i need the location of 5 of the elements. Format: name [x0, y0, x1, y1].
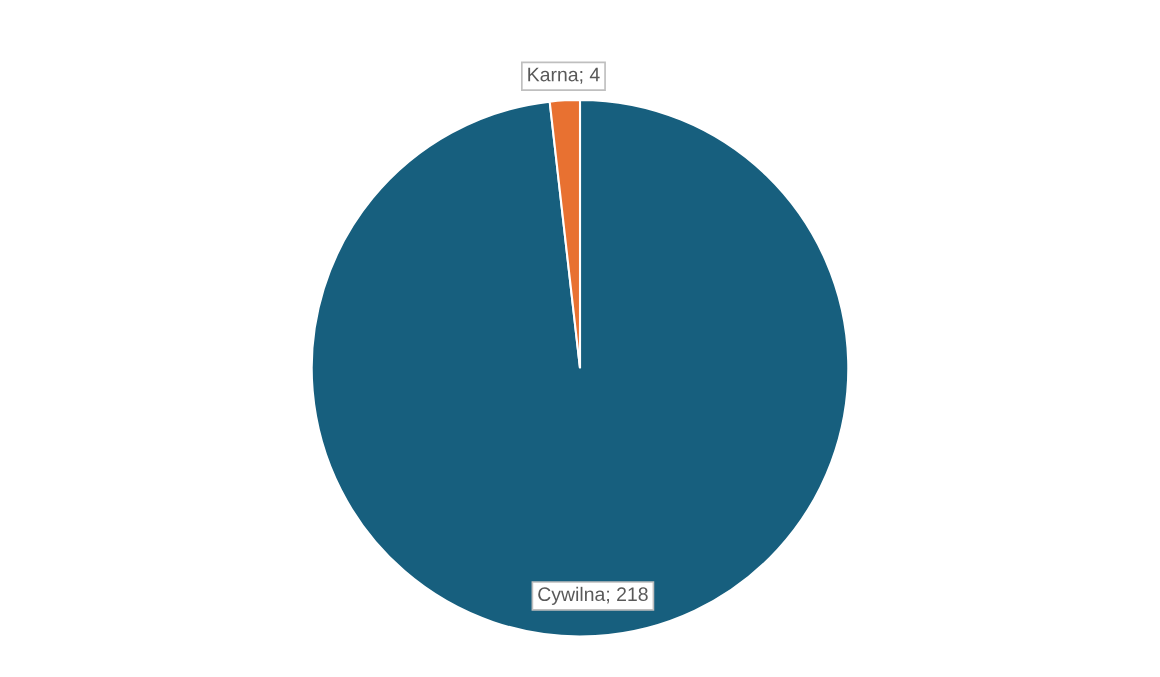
- slice-label: Cywilna: [538, 586, 606, 605]
- data-label: ; 218: [607, 587, 648, 604]
- pie-slice: [310, 98, 850, 638]
- slice-label: Karna: [528, 67, 579, 82]
- data-label: ; 4: [580, 67, 600, 84]
